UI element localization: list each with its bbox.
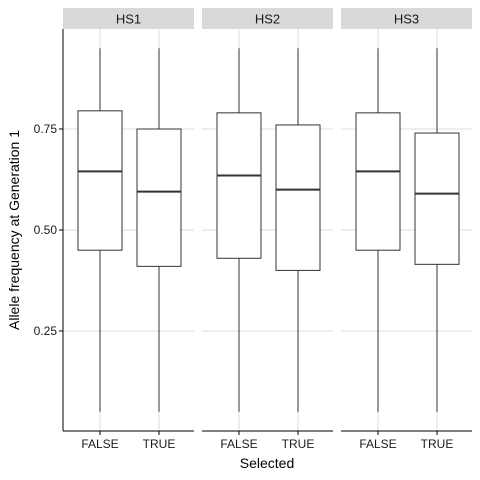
box-iqr [355, 112, 401, 251]
x-tick-label: TRUE [282, 437, 315, 451]
box-false [216, 48, 262, 412]
facet-strip [341, 8, 472, 29]
facet-panel-hs2: HS2 FALSE TRUE [202, 8, 333, 451]
y-tick-label: 0.25 [34, 324, 58, 338]
box-iqr [216, 112, 262, 259]
y-axis: 0.25 0.50 0.75 [34, 29, 64, 431]
x-tick-label: FALSE [81, 437, 118, 451]
facets-layer: HS1 FALSE TRUE HS2 FALSE TRUE HS3 FALSE TRUE [63, 8, 472, 451]
facet-strip-label: HS2 [255, 12, 280, 27]
box-iqr [77, 110, 123, 251]
box-iqr [136, 128, 182, 267]
x-tick-label: TRUE [421, 437, 454, 451]
box-false [77, 48, 123, 412]
facet-strip [63, 8, 194, 29]
box-iqr [275, 124, 321, 271]
facet-strip-label: HS3 [394, 12, 419, 27]
x-tick-label: FALSE [220, 437, 257, 451]
box-false [355, 48, 401, 412]
facet-strip-label: HS1 [116, 12, 141, 27]
box-true [136, 48, 182, 412]
box-true [275, 48, 321, 412]
facet-panel-hs3: HS3 FALSE TRUE [341, 8, 472, 451]
y-tick-label: 0.75 [34, 122, 58, 136]
x-tick-label: FALSE [359, 437, 396, 451]
facet-panel-hs1: HS1 FALSE TRUE [63, 8, 194, 451]
box-true [414, 48, 460, 412]
y-axis-title: Allele frequency at Generation 1 [6, 130, 22, 330]
box-iqr [414, 132, 460, 265]
facet-strip [202, 8, 333, 29]
x-axis-title: Selected [240, 455, 294, 471]
x-tick-label: TRUE [143, 437, 176, 451]
y-tick-label: 0.50 [34, 223, 58, 237]
